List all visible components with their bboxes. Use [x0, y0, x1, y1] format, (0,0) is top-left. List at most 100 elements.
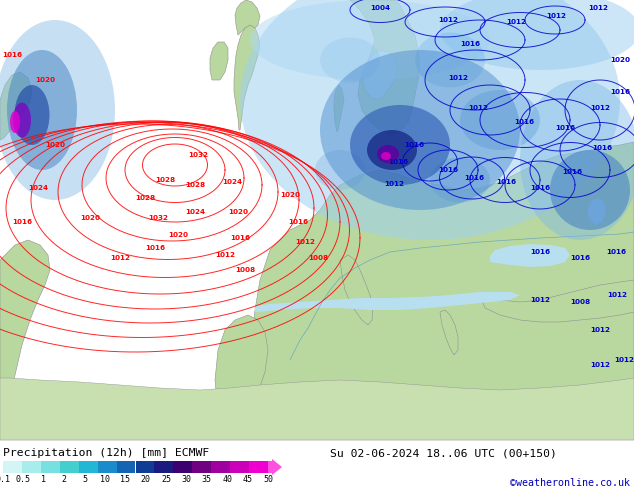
Text: 1012: 1012 — [110, 255, 130, 261]
Ellipse shape — [520, 80, 634, 240]
Polygon shape — [440, 310, 458, 355]
Ellipse shape — [440, 0, 634, 70]
Ellipse shape — [430, 157, 490, 202]
Text: ©weatheronline.co.uk: ©weatheronline.co.uk — [510, 478, 630, 488]
Text: 1016: 1016 — [530, 185, 550, 191]
Ellipse shape — [15, 85, 49, 145]
Ellipse shape — [381, 152, 391, 160]
Text: 1016: 1016 — [388, 159, 408, 165]
Bar — [249, 461, 268, 473]
Text: 45: 45 — [243, 475, 252, 484]
Text: 1016: 1016 — [606, 249, 626, 255]
Ellipse shape — [320, 38, 380, 82]
Bar — [79, 461, 98, 473]
Ellipse shape — [550, 150, 630, 230]
Text: 1024: 1024 — [185, 209, 205, 215]
Text: 1020: 1020 — [610, 57, 630, 63]
Text: 1020: 1020 — [280, 192, 300, 198]
Ellipse shape — [7, 50, 77, 170]
Ellipse shape — [350, 105, 450, 185]
Text: 1016: 1016 — [438, 167, 458, 173]
Polygon shape — [334, 85, 344, 132]
Ellipse shape — [367, 130, 417, 170]
Text: 1020: 1020 — [45, 142, 65, 148]
Text: 1012: 1012 — [384, 181, 404, 187]
Text: 25: 25 — [161, 475, 171, 484]
FancyArrow shape — [268, 459, 282, 475]
Text: 1012: 1012 — [607, 292, 627, 298]
Text: 5: 5 — [82, 475, 87, 484]
Text: 30: 30 — [181, 475, 191, 484]
Text: Precipitation (12h) [mm] ECMWF: Precipitation (12h) [mm] ECMWF — [3, 448, 209, 458]
Text: 1020: 1020 — [168, 232, 188, 238]
Polygon shape — [234, 25, 260, 130]
Text: 1016: 1016 — [460, 41, 480, 47]
Bar — [136, 461, 155, 473]
Polygon shape — [210, 42, 228, 80]
Text: 1016: 1016 — [404, 142, 424, 148]
Text: 1028: 1028 — [135, 195, 155, 201]
Bar — [155, 461, 173, 473]
Text: 1016: 1016 — [570, 255, 590, 261]
Text: 1: 1 — [41, 475, 46, 484]
Ellipse shape — [240, 0, 620, 240]
Bar — [22, 461, 41, 473]
Text: 1012: 1012 — [530, 297, 550, 303]
Polygon shape — [0, 240, 50, 440]
Text: 1012: 1012 — [614, 357, 634, 363]
Ellipse shape — [13, 102, 31, 138]
Ellipse shape — [320, 50, 520, 210]
Text: 20: 20 — [141, 475, 151, 484]
Text: 1024: 1024 — [28, 185, 48, 191]
Text: 1012: 1012 — [295, 239, 315, 245]
Text: 1012: 1012 — [506, 19, 526, 25]
Text: Su 02-06-2024 18..06 UTC (00+150): Su 02-06-2024 18..06 UTC (00+150) — [330, 448, 557, 458]
Ellipse shape — [10, 111, 20, 133]
Bar — [98, 461, 117, 473]
Text: 1008: 1008 — [570, 299, 590, 305]
Text: 0.5: 0.5 — [16, 475, 31, 484]
Polygon shape — [235, 0, 260, 35]
Polygon shape — [340, 255, 373, 325]
Text: 1016: 1016 — [610, 89, 630, 95]
Text: 1016: 1016 — [514, 119, 534, 125]
Text: 1016: 1016 — [562, 169, 582, 175]
Text: 1012: 1012 — [590, 362, 610, 368]
Bar — [60, 461, 79, 473]
Ellipse shape — [0, 20, 115, 200]
Polygon shape — [215, 315, 268, 440]
Text: 1012: 1012 — [546, 13, 566, 19]
Text: 10: 10 — [100, 475, 110, 484]
Text: 50: 50 — [263, 475, 273, 484]
Text: 0.1: 0.1 — [0, 475, 11, 484]
Text: 1012: 1012 — [448, 75, 468, 81]
Text: 1016: 1016 — [555, 125, 575, 131]
Bar — [117, 461, 136, 473]
Text: 1028: 1028 — [155, 177, 175, 183]
Bar — [3, 461, 22, 473]
Text: 1012: 1012 — [215, 252, 235, 258]
Text: 1028: 1028 — [185, 182, 205, 188]
Polygon shape — [588, 198, 606, 225]
Text: 1016: 1016 — [230, 235, 250, 241]
Polygon shape — [490, 244, 570, 267]
Text: 1012: 1012 — [468, 105, 488, 111]
Text: 1032: 1032 — [188, 152, 208, 158]
Text: 1008: 1008 — [235, 267, 255, 273]
Bar — [41, 461, 60, 473]
Text: 1024: 1024 — [222, 179, 242, 185]
Text: 2: 2 — [61, 475, 67, 484]
Bar — [211, 461, 230, 473]
Polygon shape — [0, 378, 634, 440]
Text: 1032: 1032 — [148, 215, 168, 221]
Text: 1020: 1020 — [80, 215, 100, 221]
Text: 1016: 1016 — [2, 52, 22, 58]
Text: 1012: 1012 — [590, 105, 610, 111]
Text: 15: 15 — [120, 475, 131, 484]
Text: 1016: 1016 — [530, 249, 550, 255]
Bar — [173, 461, 192, 473]
Bar — [192, 461, 211, 473]
Ellipse shape — [460, 90, 540, 150]
Text: 1016: 1016 — [145, 245, 165, 251]
Text: 1016: 1016 — [496, 179, 516, 185]
